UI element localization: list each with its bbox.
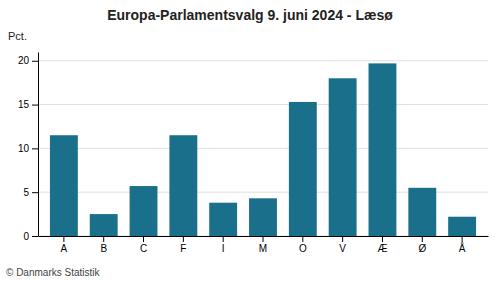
y-tick-label: 20 (18, 55, 30, 66)
x-tick-mark (263, 236, 264, 242)
y-tick: 10 (18, 143, 38, 154)
x-tick-label: Å (459, 242, 466, 254)
y-tick-label: 15 (18, 99, 30, 110)
bar (329, 78, 357, 236)
x-tick: V (339, 236, 346, 254)
x-tick-label: I (222, 243, 225, 254)
x-tick-mark (302, 236, 303, 242)
x-tick-mark (223, 236, 224, 242)
y-tick-mark (32, 61, 38, 62)
x-tick-mark (342, 236, 343, 242)
y-axis-line (38, 53, 39, 237)
x-tick-mark (382, 236, 383, 242)
y-tick: 15 (18, 99, 38, 110)
x-tick: Ø (418, 236, 426, 254)
x-tick-mark (462, 236, 463, 242)
bar (408, 188, 436, 236)
grid-line (38, 60, 488, 61)
x-axis: ABCFIMOVÆØÅ (39, 236, 489, 254)
footer: © Danmarks Statistik (6, 267, 101, 278)
y-tick: 5 (23, 187, 38, 198)
title: Europa-Parlamentsvalg 9. juni 2024 - Læs… (107, 7, 393, 23)
x-tick: Æ (377, 236, 387, 254)
x-tick: Å (459, 236, 466, 254)
x-tick-label: O (299, 243, 307, 254)
y-tick-mark (32, 192, 38, 193)
grid-line (38, 104, 488, 105)
y-tick: 20 (18, 55, 38, 66)
bars (50, 63, 476, 236)
x-tick: M (259, 236, 267, 254)
x-tick-label: Æ (377, 243, 387, 254)
y-tick-mark (32, 148, 38, 149)
bar (249, 198, 277, 236)
grid-line (38, 148, 488, 149)
grid (38, 61, 488, 236)
bar (90, 214, 118, 236)
bar (369, 63, 397, 236)
bar (209, 203, 237, 236)
x-tick-label: V (339, 243, 346, 254)
x-tick-mark (63, 236, 64, 242)
x-tick: O (299, 236, 307, 254)
plot: 0 5 10 15 20 A B C F I M O V Æ Ø Å (18, 53, 489, 255)
y-axis-title: Pct. (8, 30, 27, 42)
x-tick-label: A (61, 243, 68, 254)
chart: Europa-Parlamentsvalg 9. juni 2024 - Læs… (0, 0, 500, 282)
y-tick-label: 5 (23, 187, 29, 198)
y-tick-label: 10 (18, 143, 30, 154)
x-tick: C (140, 236, 147, 254)
x-tick: A (61, 236, 68, 254)
bar (448, 217, 476, 236)
bar (50, 135, 78, 236)
y-tick: 0 (23, 231, 38, 242)
y-tick-label: 0 (23, 231, 29, 242)
x-tick: I (222, 236, 225, 254)
x-tick-label: B (100, 243, 107, 254)
y-axis: 0 5 10 15 20 (18, 53, 39, 242)
x-tick-mark (183, 236, 184, 242)
bar (289, 102, 317, 236)
x-tick: B (100, 236, 107, 254)
bar (130, 186, 158, 236)
x-tick-mark (422, 236, 423, 242)
x-tick-label: Ø (418, 243, 426, 254)
x-tick-mark (103, 236, 104, 242)
bar (169, 135, 197, 236)
x-tick-label: M (259, 243, 267, 254)
x-tick-label: C (140, 243, 147, 254)
y-tick-mark (32, 236, 38, 237)
x-tick: F (180, 236, 186, 254)
x-tick-mark (143, 236, 144, 242)
x-tick-label: F (180, 243, 186, 254)
y-tick-mark (32, 105, 38, 106)
